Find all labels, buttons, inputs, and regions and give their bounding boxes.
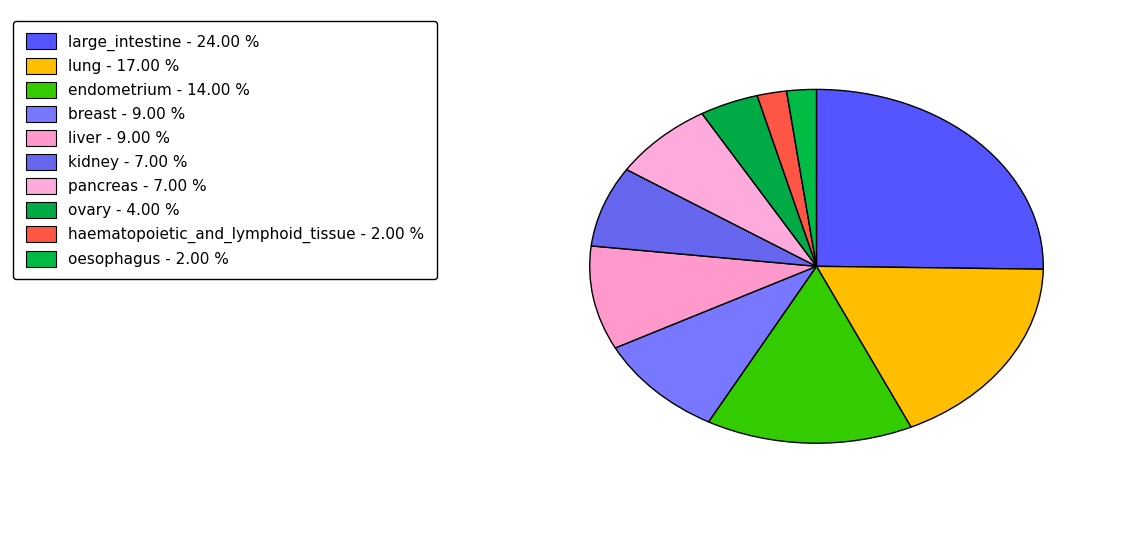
Wedge shape xyxy=(709,266,911,443)
Wedge shape xyxy=(758,91,816,266)
Wedge shape xyxy=(816,266,1043,427)
Wedge shape xyxy=(702,96,816,266)
Wedge shape xyxy=(591,169,816,266)
Wedge shape xyxy=(787,89,816,266)
Legend: large_intestine - 24.00 %, lung - 17.00 %, endometrium - 14.00 %, breast - 9.00 : large_intestine - 24.00 %, lung - 17.00 … xyxy=(14,21,437,279)
Wedge shape xyxy=(627,114,816,266)
Wedge shape xyxy=(616,266,816,422)
Wedge shape xyxy=(816,89,1043,269)
Wedge shape xyxy=(590,246,816,348)
